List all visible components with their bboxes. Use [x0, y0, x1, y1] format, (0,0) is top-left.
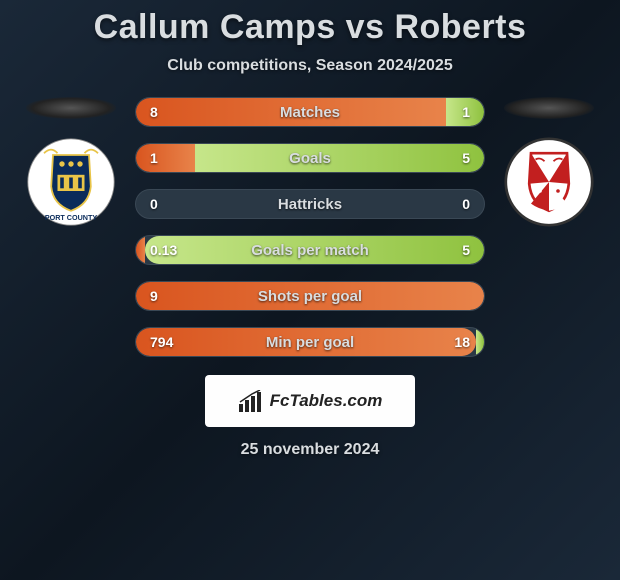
brand-chart-icon: [238, 390, 264, 412]
brand-box: FcTables.com: [205, 375, 415, 427]
stat-label: Min per goal: [136, 334, 484, 351]
crest-right: [504, 137, 594, 227]
stat-label: Matches: [136, 104, 484, 121]
stat-value-right: 5: [462, 150, 470, 166]
stat-row-shots-per-goal: 9 Shots per goal: [135, 281, 485, 311]
date-text: 25 november 2024: [241, 441, 380, 459]
svg-text:PORT COUNTY: PORT COUNTY: [45, 213, 98, 222]
crest-left: PORT COUNTY: [26, 137, 116, 227]
stat-row-min-per-goal: 794 Min per goal 18: [135, 327, 485, 357]
stat-label: Shots per goal: [136, 288, 484, 305]
stat-value-right: 1: [462, 104, 470, 120]
stat-row-hattricks: 0 Hattricks 0: [135, 189, 485, 219]
stat-label: Hattricks: [136, 196, 484, 213]
brand-text: FcTables.com: [270, 391, 383, 411]
subtitle: Club competitions, Season 2024/2025: [0, 57, 620, 75]
player-shadow-right: [504, 97, 594, 119]
left-player-column: PORT COUNTY: [21, 97, 121, 227]
right-player-column: [499, 97, 599, 227]
player-shadow-left: [26, 97, 116, 119]
stat-row-goals: 1 Goals 5: [135, 143, 485, 173]
stat-value-right: 18: [454, 334, 470, 350]
stat-value-right: 5: [462, 242, 470, 258]
page-title: Callum Camps vs Roberts: [0, 8, 620, 47]
stat-row-goals-per-match: 0.13 Goals per match 5: [135, 235, 485, 265]
stat-row-matches: 8 Matches 1: [135, 97, 485, 127]
comparison-content: PORT COUNTY 8: [0, 97, 620, 357]
stat-value-right: 0: [462, 196, 470, 212]
stat-label: Goals: [136, 150, 484, 167]
footer: FcTables.com 25 november 2024: [0, 375, 620, 459]
stat-label: Goals per match: [136, 242, 484, 259]
stat-bars: 8 Matches 1 1 Goals 5 0 Hattricks 0: [135, 97, 485, 357]
